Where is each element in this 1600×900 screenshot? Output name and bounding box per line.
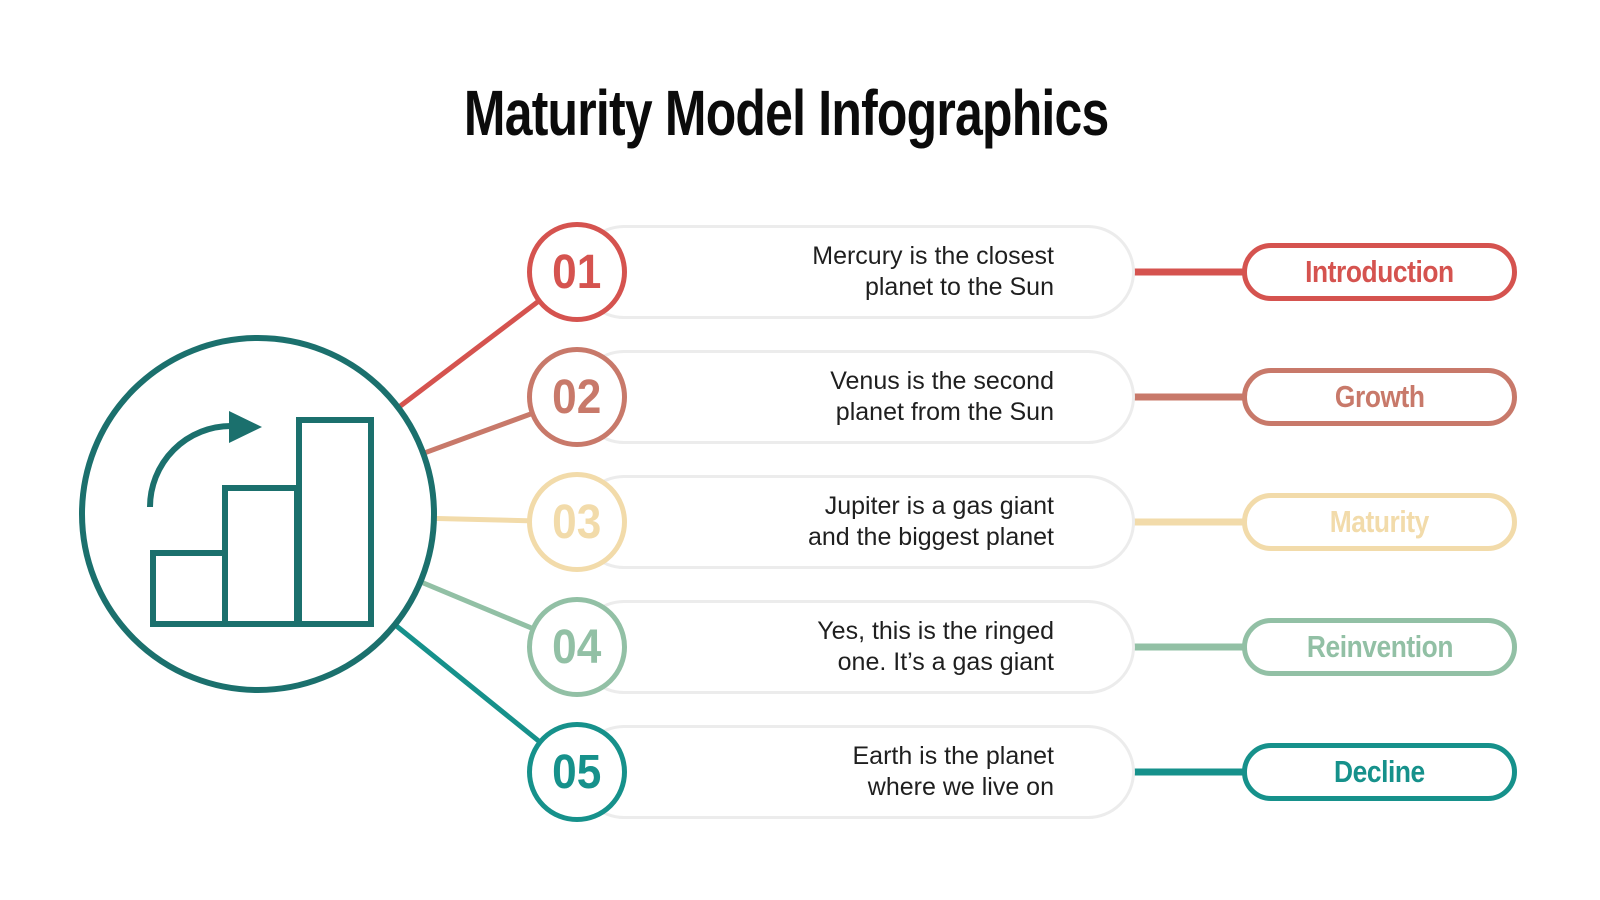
description-line: Earth is the planet	[852, 742, 1054, 770]
step-number-circle: 01	[527, 222, 627, 322]
description-pill: Jupiter is a gas giant and the biggest p…	[577, 475, 1135, 569]
stage-label-pill: Introduction	[1242, 243, 1517, 301]
step-number: 01	[552, 245, 602, 299]
step-number: 02	[552, 370, 602, 424]
growth-arrow-head-icon	[229, 411, 262, 443]
slide-title: Maturity Model Infographics	[0, 76, 1572, 150]
description-pill: Yes, this is the ringed one. It’s a gas …	[577, 600, 1135, 694]
description-line: planet from the Sun	[835, 398, 1054, 426]
slide-title-text: Maturity Model Infographics	[463, 77, 1109, 149]
stage-label-pill: Reinvention	[1242, 618, 1517, 676]
step-number: 03	[552, 495, 602, 549]
step-number: 05	[552, 745, 602, 799]
description-text: Jupiter is a gas giant and the biggest p…	[808, 491, 1054, 553]
growth-arrow-arc	[147, 423, 232, 508]
step-number-circle: 03	[527, 472, 627, 572]
description-pill: Mercury is the closest planet to the Sun	[577, 225, 1135, 319]
stage-label-pill: Maturity	[1242, 493, 1517, 551]
description-text: Yes, this is the ringed one. It’s a gas …	[817, 616, 1054, 678]
stage-label: Maturity	[1329, 504, 1430, 539]
description-pill: Earth is the planet where we live on	[577, 725, 1135, 819]
description-line: Venus is the second	[830, 367, 1054, 395]
description-text: Venus is the second planet from the Sun	[830, 366, 1054, 428]
step-number-circle: 05	[527, 722, 627, 822]
step-number-circle: 02	[527, 347, 627, 447]
description-line: one. It’s a gas giant	[837, 648, 1054, 676]
maturity-row-4: Yes, this is the ringed one. It’s a gas …	[0, 597, 1600, 697]
description-line: Jupiter is a gas giant	[824, 492, 1054, 520]
maturity-row-5: Earth is the planet where we live on 05 …	[0, 722, 1600, 822]
description-text: Earth is the planet where we live on	[852, 741, 1054, 803]
description-pill: Venus is the second planet from the Sun	[577, 350, 1135, 444]
stage-label: Reinvention	[1306, 629, 1453, 664]
maturity-row-1: Mercury is the closest planet to the Sun…	[0, 222, 1600, 322]
step-number-circle: 04	[527, 597, 627, 697]
stage-label-pill: Growth	[1242, 368, 1517, 426]
step-number: 04	[552, 620, 602, 674]
description-line: where we live on	[867, 773, 1054, 801]
maturity-row-3: Jupiter is a gas giant and the biggest p…	[0, 472, 1600, 572]
stage-label: Decline	[1334, 754, 1425, 789]
stage-label: Growth	[1334, 379, 1425, 414]
description-line: Mercury is the closest	[812, 242, 1054, 270]
stage-label-pill: Decline	[1242, 743, 1517, 801]
description-line: and the biggest planet	[807, 523, 1054, 551]
hub-circle	[79, 335, 437, 693]
description-text: Mercury is the closest planet to the Sun	[812, 241, 1054, 303]
growth-bar-chart-icon	[147, 411, 374, 627]
bar-tall	[296, 417, 374, 627]
description-line: Yes, this is the ringed	[817, 617, 1054, 645]
maturity-row-2: Venus is the second planet from the Sun …	[0, 347, 1600, 447]
description-line: planet to the Sun	[864, 273, 1054, 301]
stage-label: Introduction	[1305, 254, 1454, 289]
